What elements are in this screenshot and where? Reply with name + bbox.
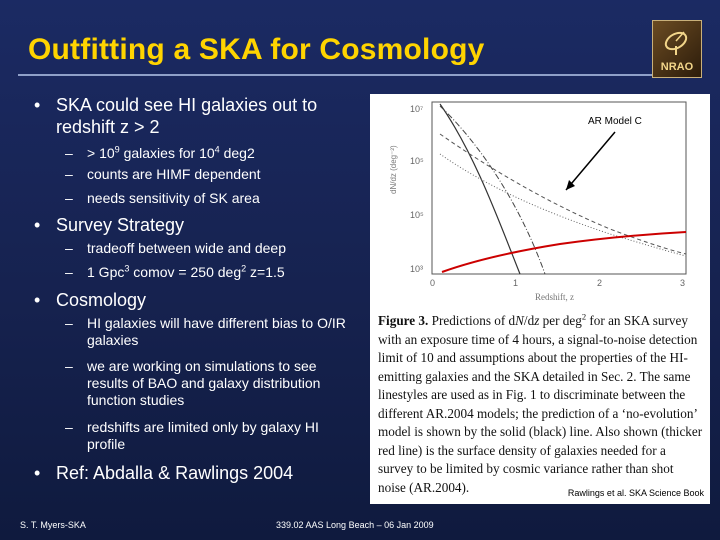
bullet-survey-strategy: • Survey Strategy	[34, 215, 185, 235]
x-axis-label: Redshift, z	[535, 292, 574, 302]
arrowhead-icon	[566, 180, 575, 190]
y-tick-label: 10⁵	[410, 156, 424, 166]
model-curve-c	[439, 153, 687, 257]
figure-credit: Rawlings et al. SKA Science Book	[567, 488, 704, 498]
redshift-plot: 10⁷ 10⁵ 10⁵ 10³ dN/dz (deg⁻²) 0 1 2 3 Re…	[389, 101, 687, 302]
sub-bullet: – we are working on simulations to see re…	[65, 358, 321, 408]
title-rule	[18, 74, 702, 76]
y-tick-label: 10³	[410, 264, 423, 274]
footer-author: S. T. Myers-SKA	[20, 520, 86, 530]
logo-text: NRAO	[660, 61, 694, 73]
sub-bullet: – > 109 galaxies for 104 deg2	[65, 144, 255, 161]
slide-title: Outfitting a SKA for Cosmology	[28, 33, 485, 66]
bullet-text: SKA could see HI galaxies out to redshif…	[56, 95, 318, 137]
model-curve-dashdot	[439, 105, 546, 275]
sub-bullet: – tradeoff between wide and deep	[65, 240, 287, 256]
y-tick-label: 10⁵	[410, 210, 424, 220]
model-curve-dashed	[439, 133, 687, 255]
x-tick-label: 1	[513, 278, 518, 288]
nrao-logo: NRAO	[652, 20, 702, 78]
figure-panel: 10⁷ 10⁵ 10⁵ 10³ dN/dz (deg⁻²) 0 1 2 3 Re…	[370, 94, 710, 504]
sub-bullet: – HI galaxies will have different bias to…	[65, 315, 346, 348]
sub-bullet: –1 Gpc3 comov = 250 deg2 z=1.5	[65, 263, 285, 280]
sub-bullet: – needs sensitivity of SK area	[65, 190, 260, 206]
bullet-cosmology: • Cosmology	[34, 290, 147, 310]
x-tick-label: 0	[430, 278, 435, 288]
annotation-arrow	[565, 131, 616, 191]
radio-dish-icon	[664, 31, 688, 55]
x-tick-label: 2	[597, 278, 602, 288]
annotation-model-c: AR Model C	[588, 116, 642, 127]
model-curve-solid	[439, 103, 521, 275]
sub-bullet: – counts are HIMF dependent	[65, 166, 261, 182]
x-tick-label: 3	[680, 278, 685, 288]
bullet-dot: •	[34, 95, 41, 115]
sub-bullet: – redshifts are limited only by galaxy HI…	[65, 419, 319, 452]
y-axis-label: dN/dz (deg⁻²)	[389, 145, 398, 194]
cosmic-variance-curve	[441, 231, 687, 273]
bullet-reference: • Ref: Abdalla & Rawlings 2004	[34, 463, 294, 483]
figure-caption: Figure 3. Predictions of dN/dz per deg2 …	[378, 311, 703, 495]
footer-event: 339.02 AAS Long Beach – 06 Jan 2009	[276, 520, 434, 530]
bullet-ska-redshift: • SKA could see HI galaxies out to redsh…	[34, 94, 356, 138]
y-tick-label: 10⁷	[410, 104, 423, 114]
